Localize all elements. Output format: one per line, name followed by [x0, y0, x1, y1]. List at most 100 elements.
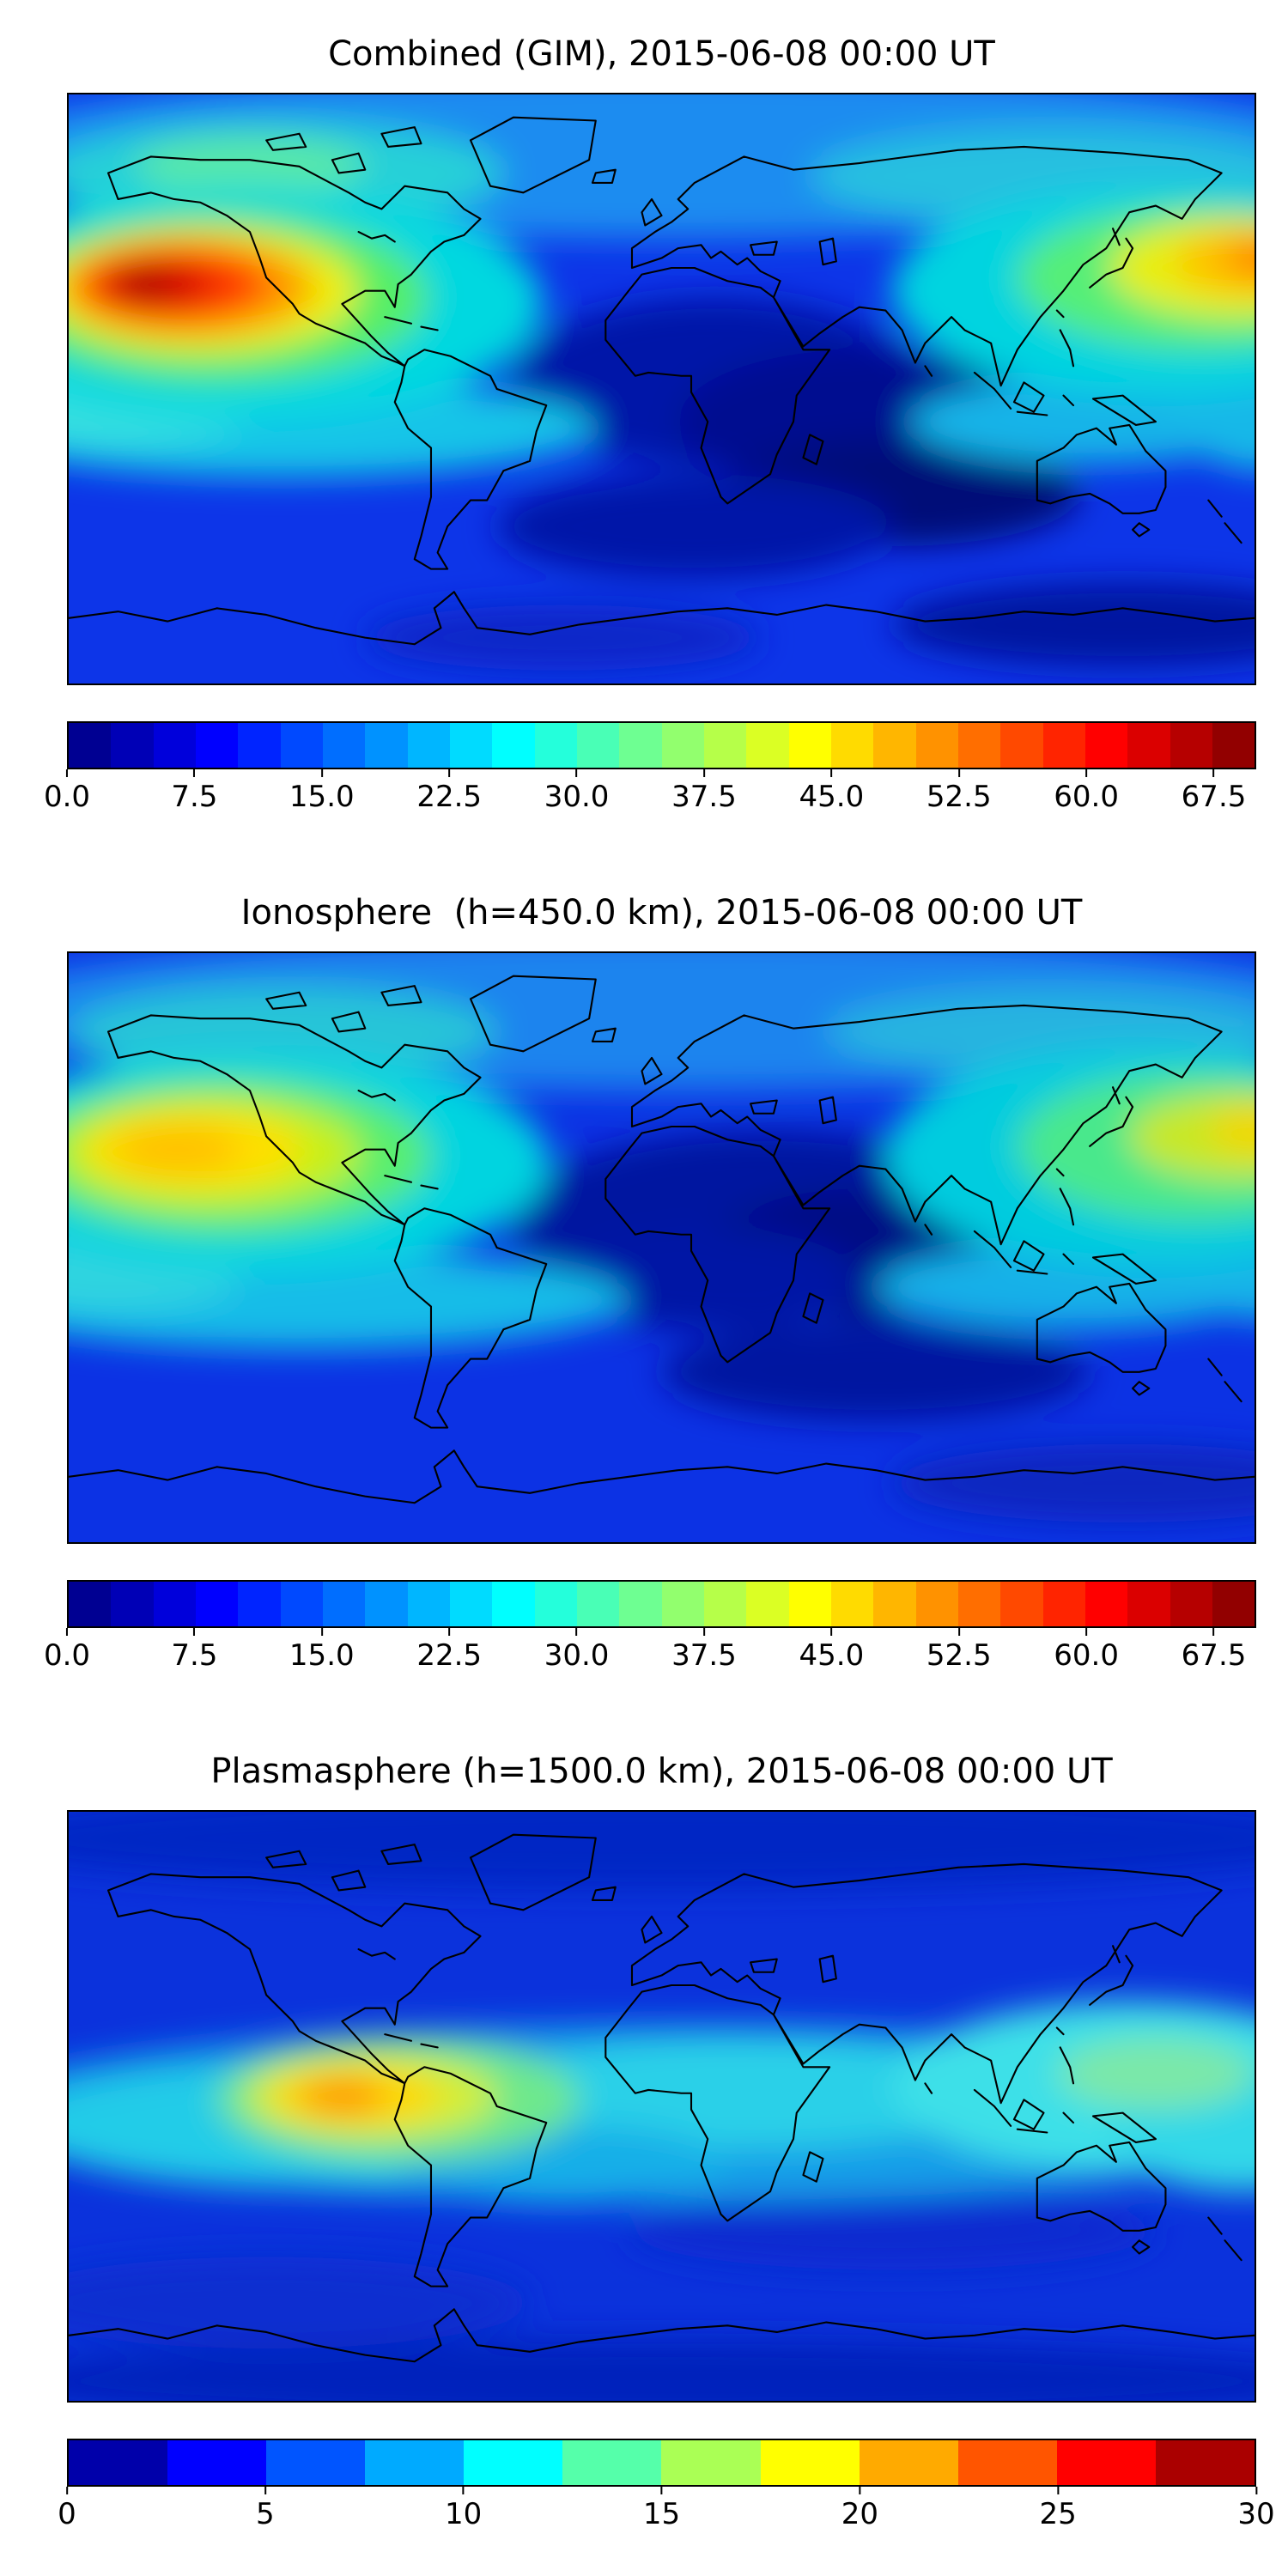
panel-ionosphere-title: Ionosphere (h=450.0 km), 2015-06-08 00:0… — [240, 893, 1083, 933]
colorbar-segment — [760, 2440, 860, 2485]
colorbar-tick: 7.5 — [171, 769, 217, 814]
colorbar-plasmasphere-ticks: 0 5 10 15 20 25 30 — [58, 2487, 1275, 2538]
colorbar-segment — [746, 1582, 789, 1626]
colorbar-tick-label: 67.5 — [1181, 780, 1247, 814]
colorbar-segment — [873, 1582, 916, 1626]
colorbar-segment — [1000, 1582, 1043, 1626]
colorbar-segment — [562, 2440, 662, 2485]
colorbar-segment — [492, 1582, 535, 1626]
colorbar-segment — [619, 723, 662, 768]
colorbar-segment — [69, 2440, 168, 2485]
colorbar-segment — [1170, 723, 1212, 768]
colorbar-segment — [449, 1582, 493, 1626]
colorbar-tick-mark — [660, 2487, 663, 2494]
colorbar-segment — [661, 1582, 704, 1626]
colorbar-segment — [407, 1582, 450, 1626]
colorbar-tick: 60.0 — [1054, 769, 1119, 814]
colorbar-segment — [915, 723, 958, 768]
colorbar-segment — [195, 723, 239, 768]
colorbar-tick: 25 — [1040, 2487, 1077, 2531]
colorbar-tick-mark — [65, 1628, 68, 1636]
colorbar-segment — [280, 723, 323, 768]
colorbar-segment — [322, 723, 366, 768]
colorbar-tick-label: 45.0 — [799, 780, 865, 814]
colorbar-tick-mark — [65, 2487, 68, 2494]
colorbar-segment — [1056, 2440, 1156, 2485]
colorbar-segment — [365, 1582, 408, 1626]
colorbar-segment — [746, 723, 789, 768]
colorbar-segment — [1212, 1582, 1255, 1626]
colorbar-segment — [1212, 723, 1255, 768]
panel-plasmasphere-title: Plasmasphere (h=1500.0 km), 2015-06-08 0… — [210, 1752, 1113, 1791]
colorbar-tick: 22.5 — [416, 769, 482, 814]
map-ionosphere — [67, 951, 1256, 1544]
colorbar-tick-label: 15.0 — [289, 1638, 355, 1673]
panel-plasmasphere: Plasmasphere (h=1500.0 km), 2015-06-08 0… — [0, 1717, 1288, 2576]
colorbar-segment — [830, 723, 874, 768]
colorbar-tick-label: 60.0 — [1054, 1638, 1119, 1673]
colorbar-tick-label: 25 — [1039, 2497, 1077, 2531]
colorbar-tick: 45.0 — [799, 1628, 864, 1673]
map-plasmasphere — [67, 1810, 1256, 2403]
colorbar-tick-mark — [193, 1628, 196, 1636]
colorbar-tick-label: 30.0 — [544, 780, 610, 814]
colorbar-tick-mark — [462, 2487, 465, 2494]
colorbar-segment — [407, 723, 450, 768]
colorbar-tick-label: 7.5 — [171, 1638, 218, 1673]
colorbar-tick: 15 — [643, 2487, 680, 2531]
colorbar-segment — [238, 1582, 281, 1626]
colorbar-tick: 10 — [445, 2487, 482, 2531]
colorbar-tick: 0 — [58, 2487, 76, 2531]
colorbar-tick-label: 5 — [256, 2497, 275, 2531]
colorbar-tick-label: 30.0 — [544, 1638, 610, 1673]
colorbar-segment — [619, 1582, 662, 1626]
tec-field-layer — [69, 1812, 1255, 2401]
panel-gim: Combined (GIM), 2015-06-08 00:00 UT — [0, 0, 1288, 859]
colorbar-tick-label: 37.5 — [671, 780, 737, 814]
colorbar-plasmasphere — [67, 2439, 1256, 2487]
colorbar-segment — [661, 723, 704, 768]
colorbar-ionosphere-ticks: 0.0 7.5 15.0 22.5 30.0 37.5 45.0 52.5 60.0 67.5 — [44, 1628, 1256, 1680]
colorbar-tick: 15.0 — [289, 769, 355, 814]
map-ionosphere-canvas — [69, 953, 1255, 1542]
colorbar-tick-mark — [1212, 769, 1215, 777]
colorbar-tick-label: 0 — [58, 2497, 76, 2531]
colorbar-segment — [859, 2440, 958, 2485]
colorbar-tick-label: 60.0 — [1054, 780, 1119, 814]
colorbar-tick-label: 22.5 — [416, 780, 483, 814]
colorbar-tick-label: 67.5 — [1181, 1638, 1247, 1673]
colorbar-tick: 30.0 — [544, 1628, 610, 1673]
colorbar-tick-label: 52.5 — [926, 1638, 992, 1673]
map-gim-canvas — [69, 94, 1255, 683]
colorbar-tick: 5 — [256, 2487, 275, 2531]
colorbar-segment — [449, 723, 493, 768]
map-gim — [67, 93, 1256, 685]
colorbar-segment — [957, 723, 1001, 768]
colorbar-segment — [703, 723, 747, 768]
colorbar-segment — [576, 1582, 620, 1626]
colorbar-tick: 0.0 — [44, 769, 90, 814]
colorbar-tick-mark — [830, 1628, 833, 1636]
colorbar-segment — [534, 723, 577, 768]
colorbar-segment — [1127, 723, 1170, 768]
colorbar-tick-label: 52.5 — [926, 780, 992, 814]
colorbar-segment — [788, 1582, 831, 1626]
colorbar-tick-mark — [1085, 769, 1088, 777]
colorbar-tick-mark — [575, 1628, 578, 1636]
colorbar-tick: 20 — [841, 2487, 878, 2531]
colorbar-segment — [1084, 723, 1128, 768]
colorbar-tick-mark — [65, 769, 68, 777]
colorbar-tick-mark — [1255, 2487, 1257, 2494]
colorbar-segment — [1042, 723, 1085, 768]
colorbar-tick-mark — [320, 1628, 323, 1636]
colorbar-segment — [238, 723, 281, 768]
tec-field-layer — [69, 953, 1255, 1523]
colorbar-segment — [1084, 1582, 1128, 1626]
colorbar-segment — [1000, 723, 1043, 768]
colorbar-tick-mark — [957, 769, 960, 777]
colorbar-tick: 37.5 — [671, 1628, 737, 1673]
colorbar-segment — [464, 2440, 563, 2485]
colorbar-tick: 60.0 — [1054, 1628, 1119, 1673]
colorbar-segment — [492, 723, 535, 768]
colorbar-tick-mark — [448, 1628, 451, 1636]
